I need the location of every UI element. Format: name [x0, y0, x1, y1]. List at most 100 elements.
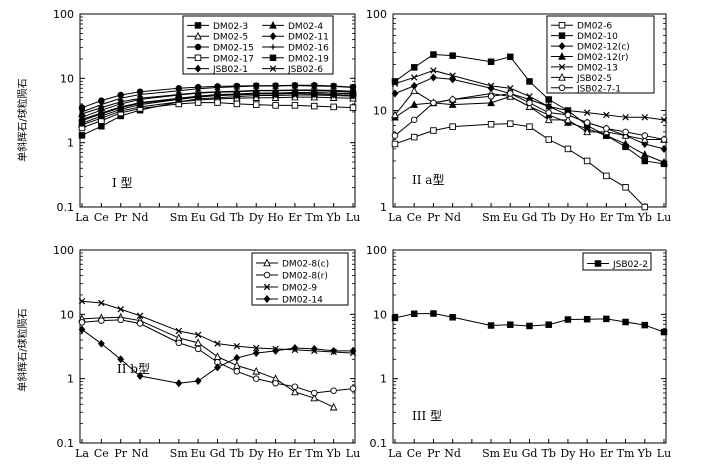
data-point: [291, 102, 299, 109]
data-point: [641, 132, 649, 139]
data-point: [78, 104, 86, 111]
data-point: [449, 96, 456, 103]
legend-label: DM02-12(c): [577, 43, 630, 53]
x-tick-label: Tm: [617, 447, 635, 460]
legend-marker: [558, 72, 566, 81]
legend-marker: [269, 32, 277, 41]
y-axis-label: 单斜辉石/球粒陨石: [16, 308, 29, 391]
x-tick-label: Eu: [191, 447, 206, 460]
x-tick-label: Pr: [427, 211, 440, 224]
data-point: [430, 67, 437, 74]
data-point: [641, 203, 649, 211]
data-point: [291, 383, 299, 390]
legend-marker: [558, 52, 566, 60]
data-point: [117, 355, 125, 364]
data-point: [660, 157, 668, 166]
data-point: [136, 312, 144, 319]
data-point: [291, 343, 299, 352]
data-point: [272, 379, 279, 387]
legend-label: JSB02-2: [612, 260, 648, 270]
legend-label: DM02-11: [288, 33, 329, 43]
data-point: [410, 116, 418, 124]
series-JSB02-2: [391, 310, 668, 336]
x-tick-label: Gd: [522, 447, 538, 460]
data-point: [564, 145, 572, 153]
data-point: [311, 82, 318, 90]
y-tick-label: 100: [366, 244, 387, 257]
legend-label: DM02-19: [288, 54, 329, 64]
data-point: [330, 387, 337, 394]
y-tick-label: 1: [380, 373, 387, 386]
x-tick-label: Yb: [325, 447, 340, 460]
data-point: [603, 125, 610, 132]
data-point: [175, 87, 183, 95]
x-tick-label: Ho: [579, 211, 596, 224]
data-point: [507, 120, 514, 127]
data-point: [507, 90, 514, 97]
x-tick-label: Nd: [444, 211, 461, 224]
data-point: [252, 349, 260, 358]
x-tick-label: Yb: [325, 211, 340, 224]
x-tick-label: Gd: [210, 447, 226, 460]
x-tick-label: Ce: [407, 447, 422, 460]
data-point: [214, 340, 221, 347]
data-point: [391, 89, 399, 98]
data-point: [621, 131, 630, 139]
data-point: [97, 109, 105, 118]
x-tick-label: Lu: [346, 447, 360, 460]
legend-label: DM02-16: [288, 44, 329, 54]
data-point: [545, 103, 552, 110]
x-tick-label: La: [388, 447, 402, 460]
data-point: [660, 136, 668, 143]
chart-panel-2: 1 10 100 La Ce Pr Nd Sm Eu Gd Tb Dy Ho Er Tm Yb Lu DM02-6…: [366, 8, 671, 224]
legend-label: DM02-14: [282, 296, 323, 306]
legend-marker: [263, 258, 271, 267]
x-tick-label: Tm: [305, 447, 323, 460]
data-point: [117, 306, 124, 313]
y-tick-label: 1: [380, 201, 387, 214]
legend-marker: [269, 65, 277, 72]
legend-marker: [558, 32, 566, 39]
data-point: [410, 74, 418, 81]
data-point: [117, 95, 124, 102]
data-point: [622, 128, 629, 136]
legend-label: DM02-8(c): [282, 260, 329, 270]
x-tick-label: Gd: [210, 211, 226, 224]
chart-panel-3: 0.1 1 10 100 La Ce Pr Nd Sm Eu Gd Tb Dy Ho Er Tm Yb Lu DM0…: [53, 244, 360, 460]
data-point: [349, 346, 357, 355]
data-point: [410, 310, 418, 318]
data-point: [602, 131, 611, 139]
series-DM02-13: [391, 67, 668, 124]
x-tick-label: Tb: [542, 447, 556, 460]
data-point: [272, 102, 279, 109]
legend-marker: [263, 295, 271, 303]
x-tick-label: Er: [288, 447, 302, 460]
data-point: [252, 101, 260, 108]
x-tick-label: Nd: [444, 447, 461, 460]
x-tick-label: Tb: [230, 447, 244, 460]
data-point: [310, 393, 319, 402]
y-tick-label: 0.1: [57, 201, 75, 214]
y-tick-label: 100: [53, 244, 74, 257]
data-point: [194, 99, 202, 106]
data-point: [330, 90, 338, 99]
x-tick-label: Ce: [94, 211, 109, 224]
y-tick-label: 100: [53, 8, 74, 21]
data-point: [233, 361, 241, 369]
data-point: [410, 64, 418, 71]
data-point: [507, 321, 514, 328]
data-point: [291, 89, 299, 98]
x-tick-label: Lu: [346, 211, 360, 224]
data-point: [194, 345, 202, 353]
x-tick-label: Lu: [657, 211, 671, 224]
data-point: [449, 314, 456, 321]
data-point: [233, 353, 241, 362]
x-tick-label: Eu: [503, 447, 518, 460]
x-tick-label: La: [75, 447, 89, 460]
legend-label: DM02-12(r): [577, 53, 629, 63]
data-point: [98, 299, 105, 307]
data-point: [117, 316, 124, 324]
x-tick-label: La: [388, 211, 402, 224]
legend-label: DM02-8(r): [282, 272, 328, 282]
data-point: [622, 114, 629, 121]
